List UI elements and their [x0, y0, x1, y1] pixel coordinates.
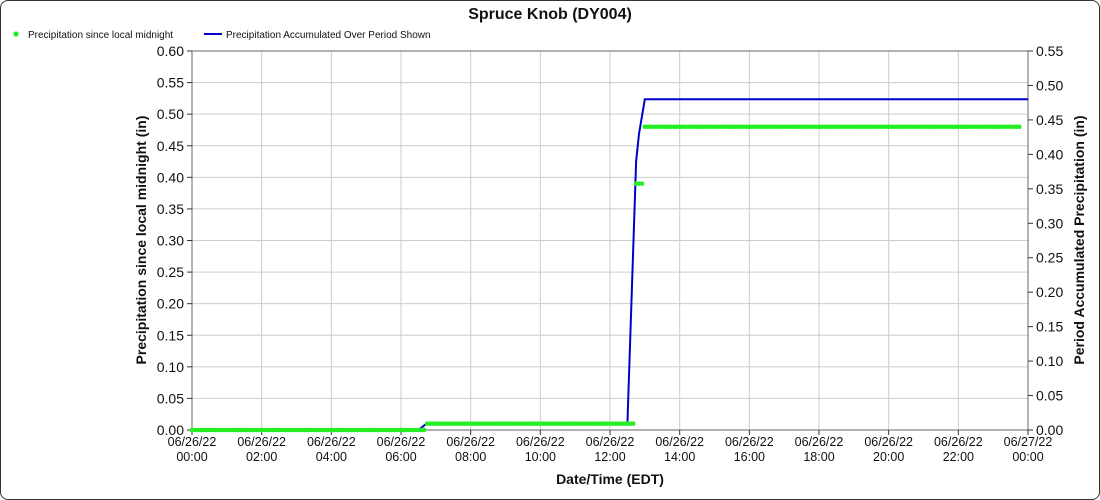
left-y-tick-label: 0.60 — [157, 43, 184, 59]
left-y-tick-label: 0.10 — [157, 359, 184, 375]
right-y-tick-label: 0.15 — [1036, 319, 1063, 335]
left-y-tick-label: 0.15 — [157, 327, 184, 343]
left-y-axis-ticks: 0.00 0.05 0.10 0.15 0.20 0.25 0.30 0.35 0.40 0.45… — [157, 43, 192, 438]
left-y-tick-label: 0.55 — [157, 75, 184, 91]
chart-title: Spruce Knob (DY004) — [468, 6, 632, 23]
legend: Precipitation since local midnight Preci… — [13, 30, 431, 41]
right-y-tick-label: 0.55 — [1036, 43, 1063, 59]
x-tick-label: 06/26/22 20:00 — [864, 435, 913, 464]
precip-since-midnight-series — [189, 124, 1022, 433]
right-y-tick-label: 0.50 — [1036, 77, 1063, 93]
precip-since-midnight-point — [421, 427, 427, 433]
x-tick-label: 06/26/22 18:00 — [795, 435, 844, 464]
precip-since-midnight-point — [630, 421, 636, 426]
x-tick-label: 06/26/22 22:00 — [934, 435, 983, 464]
right-y-tick-label: 0.10 — [1036, 353, 1063, 369]
left-y-tick-label: 0.30 — [157, 233, 184, 249]
right-y-tick-label: 0.30 — [1036, 215, 1063, 231]
right-y-tick-label: 0.40 — [1036, 146, 1063, 162]
x-tick-label: 06/27/22 00:00 — [1004, 435, 1053, 464]
x-axis-ticks: 06/26/22 00:00 06/26/22 02:00 06/26/22 04:00 0… — [168, 430, 1053, 464]
x-tick-label: 06/26/22 04:00 — [307, 435, 356, 464]
right-y-tick-label: 0.05 — [1036, 388, 1063, 404]
legend-label-period-accumulated: Precipitation Accumulated Over Period Sh… — [226, 30, 431, 41]
left-y-tick-label: 0.20 — [157, 296, 184, 312]
left-y-axis-label: Precipitation since local midnight (in) — [133, 116, 149, 365]
x-tick-label: 06/26/22 12:00 — [586, 435, 635, 464]
left-y-tick-label: 0.05 — [157, 390, 184, 406]
legend-label-precip-since-midnight: Precipitation since local midnight — [28, 30, 173, 41]
right-y-tick-label: 0.35 — [1036, 181, 1063, 197]
precip-since-midnight-point — [639, 181, 645, 186]
right-y-tick-label: 0.00 — [1036, 422, 1063, 438]
x-tick-label: 06/26/22 06:00 — [377, 435, 426, 464]
x-tick-label: 06/26/22 02:00 — [237, 435, 286, 464]
left-y-tick-label: 0.50 — [157, 106, 184, 122]
x-tick-label: 06/26/22 16:00 — [725, 435, 774, 464]
right-y-axis-label: Period Accumulated Precipitation (in) — [1071, 115, 1087, 364]
x-tick-label: 06/26/22 08:00 — [446, 435, 495, 464]
left-y-tick-label: 0.40 — [157, 169, 184, 185]
x-tick-label: 06/26/22 14:00 — [655, 435, 704, 464]
right-y-axis-ticks: 0.00 0.05 0.10 0.15 0.20 0.25 0.30 0.35 0.40 0.45… — [1028, 43, 1063, 438]
x-axis-label: Date/Time (EDT) — [556, 471, 664, 487]
right-y-tick-label: 0.45 — [1036, 112, 1063, 128]
left-y-tick-label: 0.45 — [157, 138, 184, 154]
x-tick-label: 06/26/22 10:00 — [516, 435, 565, 464]
left-y-tick-label: 0.25 — [157, 264, 184, 280]
right-y-tick-label: 0.25 — [1036, 250, 1063, 266]
grid — [191, 50, 1029, 431]
left-y-tick-label: 0.35 — [157, 201, 184, 217]
precip-since-midnight-point — [1016, 124, 1022, 130]
right-y-tick-label: 0.20 — [1036, 284, 1063, 300]
legend-marker-precip-since-midnight — [13, 31, 19, 37]
x-tick-label: 06/26/22 00:00 — [168, 435, 217, 464]
left-y-tick-label: 0.00 — [157, 422, 184, 438]
